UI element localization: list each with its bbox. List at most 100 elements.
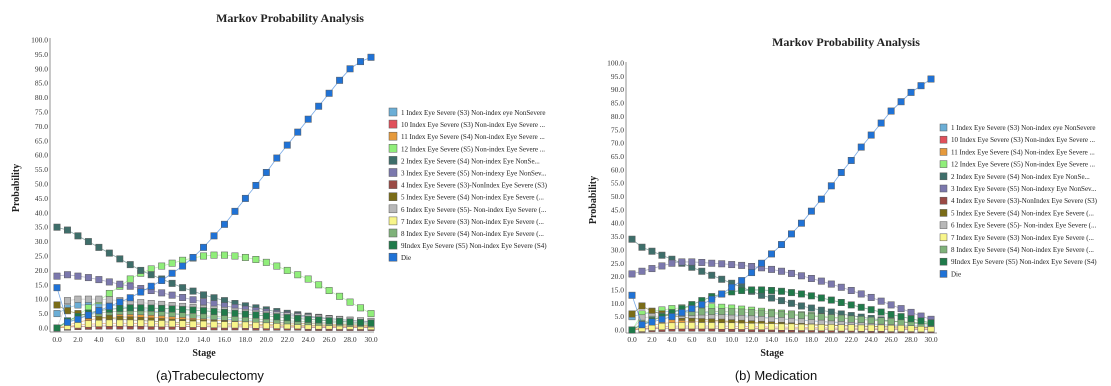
data-point: [304, 115, 312, 123]
y-tick-label: 90.0: [611, 85, 624, 94]
data-point: [877, 324, 885, 332]
legend-label: 9Index Eye Severe (S5) Non-index Eye Sev…: [951, 258, 1097, 266]
data-point: [758, 323, 766, 330]
legend-item: 10 Index Eye Severe (S3) Non-index Eye S…: [388, 119, 545, 129]
data-point: [658, 323, 666, 330]
legend-swatch: [388, 168, 398, 177]
data-point: [797, 312, 805, 320]
y-tick-label: 95.0: [611, 72, 624, 81]
data-point: [210, 232, 218, 240]
data-point: [817, 306, 825, 314]
data-point: [200, 291, 207, 299]
legend-label: 6 Index Eye Severe (S5)- Non-index Eye S…: [951, 222, 1096, 230]
data-point: [778, 297, 785, 305]
x-tick-label: 14.0: [197, 335, 210, 344]
data-point: [827, 314, 835, 322]
data-point: [648, 318, 656, 326]
legend-label: 2 Index Eye Severe (S4) Non-index Eye No…: [401, 157, 540, 165]
data-point: [325, 287, 333, 295]
data-point: [847, 324, 855, 332]
data-point: [817, 277, 825, 285]
x-tick-label: 0.0: [52, 335, 62, 344]
data-point: [768, 250, 775, 258]
legend-label: 11 Index Eye Severe (S4) Non-index Eye S…: [401, 133, 545, 141]
data-point: [231, 309, 239, 317]
data-point: [857, 143, 865, 151]
data-point: [768, 310, 775, 318]
legend-swatch: [939, 270, 948, 278]
data-point: [210, 294, 218, 302]
series-line: [56, 56, 372, 323]
y-ticks: 0.0 5.0 10.0 15.0 20.0 25.0 30.0 35.0 40.0 45.0 50…: [31, 36, 48, 333]
data-point: [628, 326, 636, 334]
data-point: [262, 321, 270, 329]
data-point: [768, 294, 775, 302]
x-tick-label: 26.0: [885, 335, 898, 344]
data-point: [638, 267, 646, 275]
data-point: [797, 290, 805, 298]
x-tick-label: 22.0: [845, 335, 858, 344]
data-point: [283, 266, 291, 274]
data-point: [738, 308, 746, 316]
data-point: [807, 304, 815, 312]
y-tick-label: 15.0: [35, 280, 48, 289]
data-point: [147, 271, 155, 279]
y-tick-label: 80.0: [611, 112, 624, 121]
data-point: [668, 322, 676, 330]
data-point: [168, 305, 176, 313]
x-tick-label: 4.0: [667, 335, 677, 344]
data-point: [126, 304, 134, 312]
x-tick-label: 2.0: [73, 335, 83, 344]
data-point: [678, 258, 686, 266]
y-tick-label: 0.0: [615, 326, 625, 335]
legend-item: 2 Index Eye Severe (S4) Non-index Eye No…: [939, 172, 1090, 181]
data-point: [668, 259, 676, 267]
y-tick-label: 90.0: [35, 64, 48, 73]
x-tick-label: 24.0: [302, 335, 315, 344]
legend-item: 9Index Eye Severe (S5) Non-index Eye Sev…: [388, 240, 547, 250]
data-point: [357, 304, 364, 312]
data-point: [718, 308, 726, 316]
x-tick-label: 6.0: [115, 335, 125, 344]
data-point: [628, 270, 636, 278]
data-point: [210, 308, 218, 316]
y-tick-label: 5.0: [39, 309, 49, 318]
data-point: [64, 318, 71, 326]
data-point: [315, 281, 323, 289]
legend-swatch: [388, 240, 398, 250]
x-tick-label: 20.0: [825, 335, 838, 344]
data-point: [189, 253, 197, 261]
data-point: [877, 308, 885, 316]
data-point: [346, 65, 354, 73]
data-point: [817, 313, 825, 321]
data-point: [877, 317, 885, 325]
data-point: [200, 307, 207, 315]
data-point: [179, 306, 187, 314]
data-point: [788, 311, 795, 319]
legend-swatch: [939, 245, 948, 254]
data-point: [807, 323, 815, 331]
x-tick-label: 0.0: [627, 335, 637, 344]
legend-item: 12 Index Eye Severe (S5) Non-index Eye S…: [939, 160, 1095, 169]
y-tick-label: 45.0: [35, 194, 48, 203]
data-point: [84, 238, 92, 246]
legend-item: 10 Index Eye Severe (S3) Non-index Eye S…: [939, 135, 1095, 144]
data-point: [200, 320, 207, 328]
data-point: [907, 324, 915, 332]
y-ticks: 0.0 5.0 10.0 15.0 20.0 25.0 30.0 35.0 40.0 45.0 50…: [607, 59, 624, 335]
x-tick-label: 2.0: [647, 335, 657, 344]
legend-item: 9Index Eye Severe (S5) Non-index Eye Sev…: [939, 257, 1097, 266]
data-point: [105, 289, 113, 297]
data-point: [105, 249, 113, 257]
data-point: [807, 207, 815, 215]
legend-item: Die: [388, 252, 411, 262]
data-point: [137, 266, 145, 274]
data-point: [897, 305, 905, 313]
legend-swatch: [388, 131, 398, 141]
data-point: [74, 315, 82, 323]
data-point: [668, 313, 676, 321]
legend-item: 12 Index Eye Severe (S5) Non-index Eye S…: [388, 144, 545, 153]
data-point: [887, 324, 895, 332]
data-point: [294, 128, 302, 136]
data-point: [738, 277, 746, 285]
